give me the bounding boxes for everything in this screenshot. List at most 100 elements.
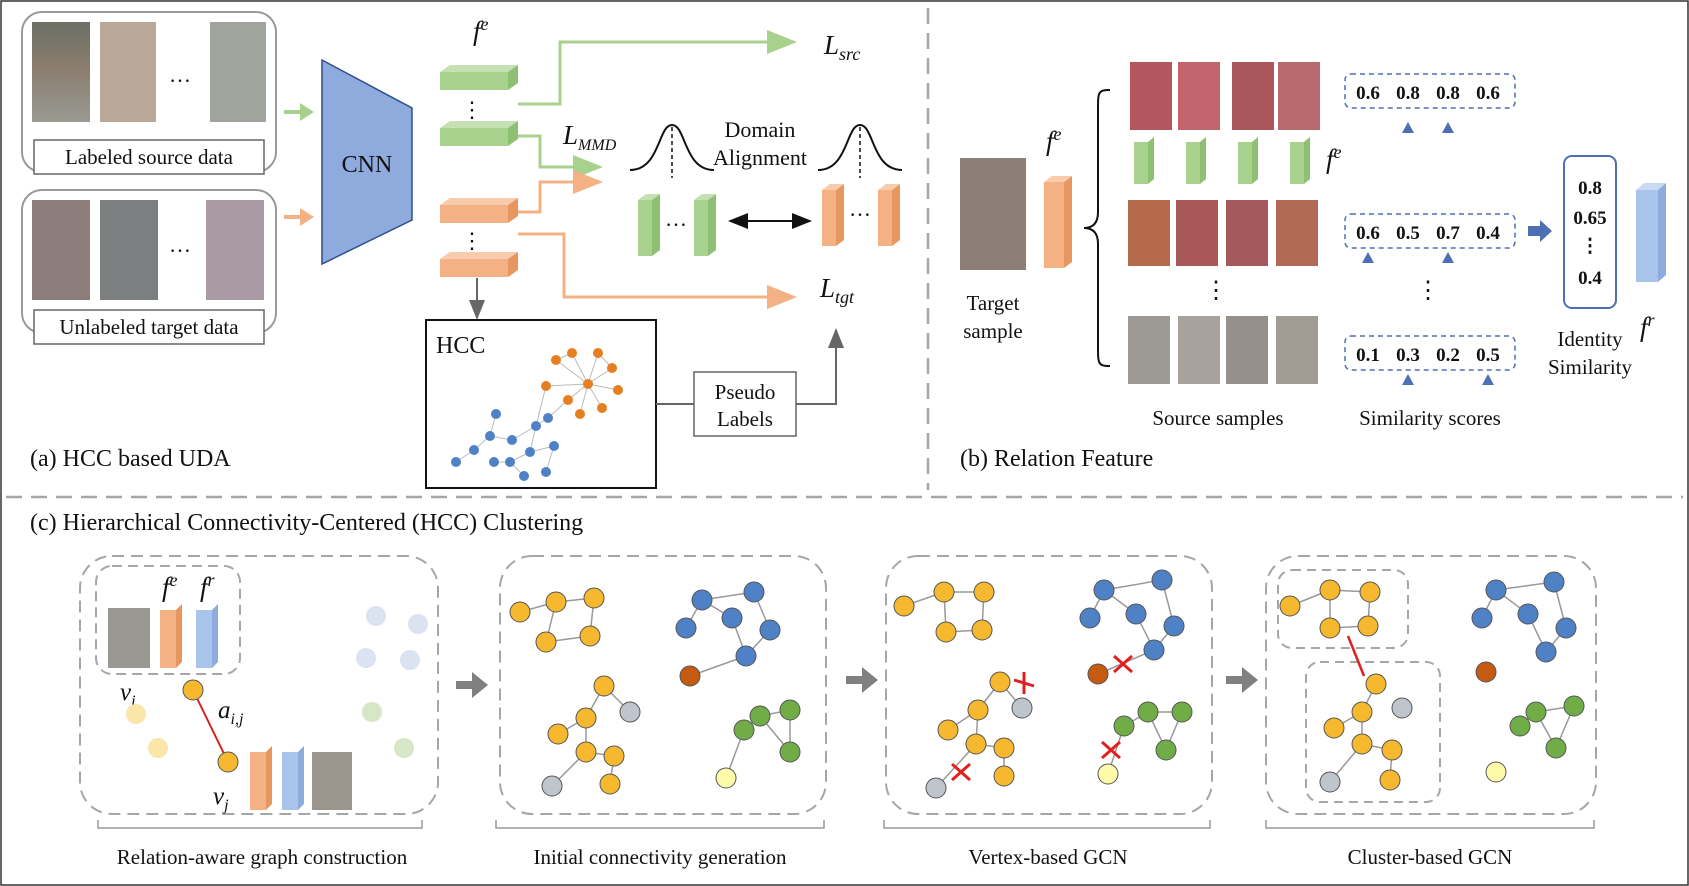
source-person-images [32, 22, 266, 122]
score: 0.8 [1396, 83, 1420, 104]
triangle-marker [1402, 122, 1414, 133]
source-sample-image [1128, 200, 1170, 266]
step4-bracket [1265, 820, 1595, 829]
source-sample-image [1176, 200, 1218, 266]
green-bars-ellipsis: … [665, 206, 687, 231]
cluster-link [1346, 635, 1366, 677]
panel-a: … Labeled source data … Unlabeled target… [21, 11, 903, 489]
faded-node [408, 614, 428, 634]
gaussian-curve [629, 123, 715, 171]
hcc-mini-nodes [451, 348, 623, 481]
node-vj [217, 751, 239, 773]
mmd-green-arrow [518, 134, 603, 179]
target-sample-image [960, 158, 1026, 270]
step1-graph-construction: fe fr vi ai,j vj [79, 555, 439, 815]
triangle-marker [1482, 374, 1494, 385]
target-person-images [32, 200, 264, 300]
faded-node [126, 704, 146, 724]
source-bracket [1083, 89, 1111, 367]
person-image [100, 22, 156, 122]
source-vdots: ⋮ [1204, 278, 1228, 304]
fr-label-b: fr [1640, 310, 1656, 342]
score-box-2: 0.6 0.5 0.7 0.4 [1344, 213, 1516, 263]
faded-node [400, 650, 420, 670]
identity-box [1563, 155, 1617, 309]
identity-value: ⋮ [1581, 236, 1600, 257]
step2-initial-connectivity [499, 555, 827, 815]
triangle-marker [1442, 122, 1454, 133]
score: 0.5 [1396, 223, 1420, 244]
score-vdots: ⋮ [1416, 278, 1440, 304]
green-vertical-bars [638, 194, 716, 256]
score: 0.4 [1476, 223, 1500, 244]
green-vdots: ⋮ [461, 97, 483, 122]
source-feature-bars [1134, 137, 1310, 184]
relation-feature-bar [1636, 183, 1666, 282]
step2-bracket [495, 820, 825, 829]
triangle-marker [1402, 374, 1414, 385]
orange-vertical-bars [822, 184, 900, 246]
green-feature-bars [440, 65, 518, 146]
faded-node [362, 702, 382, 722]
fr-label-c: fr [200, 570, 216, 602]
orange-bars-ellipsis: … [849, 196, 871, 221]
step3-vertex-gcn [885, 555, 1213, 815]
l-tgt-label: Ltgt [819, 273, 855, 307]
vj-label: vj [213, 783, 229, 814]
panel-b-caption: (b) Relation Feature [960, 446, 1153, 472]
step-arrow [456, 672, 488, 698]
source-sample-image [1130, 62, 1172, 130]
orange-feature-bar [440, 198, 518, 223]
step2-label: Initial connectivity generation [533, 845, 787, 869]
source-row-1 [1130, 62, 1320, 130]
cut-marks [951, 654, 1133, 782]
source-label: Labeled source data [65, 145, 234, 169]
step4-label: Cluster-based GCN [1348, 845, 1513, 869]
source-sample-image [1278, 62, 1320, 130]
mmd-orange-arrow [518, 170, 603, 214]
orange-feature-bar [440, 252, 518, 277]
identity-value: 0.65 [1573, 208, 1606, 229]
green-feature-bar [440, 65, 518, 90]
step3-bracket [883, 820, 1211, 829]
orange-feature-bars [440, 198, 518, 277]
panel-a-caption: (a) HCC based UDA [30, 446, 231, 472]
source-sample-image [1178, 316, 1220, 384]
pseudo-to-tgt-arrow [796, 328, 844, 405]
hcc-label: HCC [436, 333, 485, 359]
score-box-3: 0.1 0.3 0.2 0.5 [1344, 335, 1516, 385]
panel-c-caption: (c) Hierarchical Connectivity-Centered (… [30, 510, 583, 536]
source-row-3 [1128, 316, 1318, 384]
target-label-box [33, 309, 265, 345]
step-arrow [846, 667, 878, 693]
cnn-block [321, 58, 413, 266]
source-samples-label: Source samples [1152, 406, 1283, 430]
fe-label-b: fe [1046, 124, 1062, 156]
person-image [32, 22, 90, 122]
person-image [312, 752, 352, 810]
triangle-marker [1442, 252, 1454, 263]
score: 0.3 [1396, 345, 1420, 366]
identity-arrow [1528, 220, 1552, 242]
source-sample-image [1276, 316, 1318, 384]
source-sample-image [1276, 200, 1318, 266]
pseudo-labels-box [693, 371, 797, 437]
faded-node [366, 606, 386, 626]
panel-c: (c) Hierarchical Connectivity-Centered (… [30, 510, 1597, 869]
tgt-loss-arrow [518, 232, 797, 309]
score: 0.7 [1436, 223, 1460, 244]
step4-cluster-gcn [1265, 555, 1597, 815]
faded-node [394, 738, 414, 758]
source-sample-image [1226, 200, 1268, 266]
source-row-2 [1128, 200, 1318, 266]
l-src-label: Lsrc [823, 30, 860, 64]
aij-label: ai,j [218, 697, 244, 728]
score: 0.8 [1436, 83, 1460, 104]
cnn-label: CNN [342, 152, 393, 178]
source-ellipsis: … [169, 62, 191, 87]
target-ellipsis: … [169, 232, 191, 257]
identity-line2: Similarity [1548, 355, 1633, 379]
vi-label: vi [120, 679, 136, 710]
score: 0.6 [1356, 83, 1380, 104]
step1-bracket [97, 820, 423, 829]
